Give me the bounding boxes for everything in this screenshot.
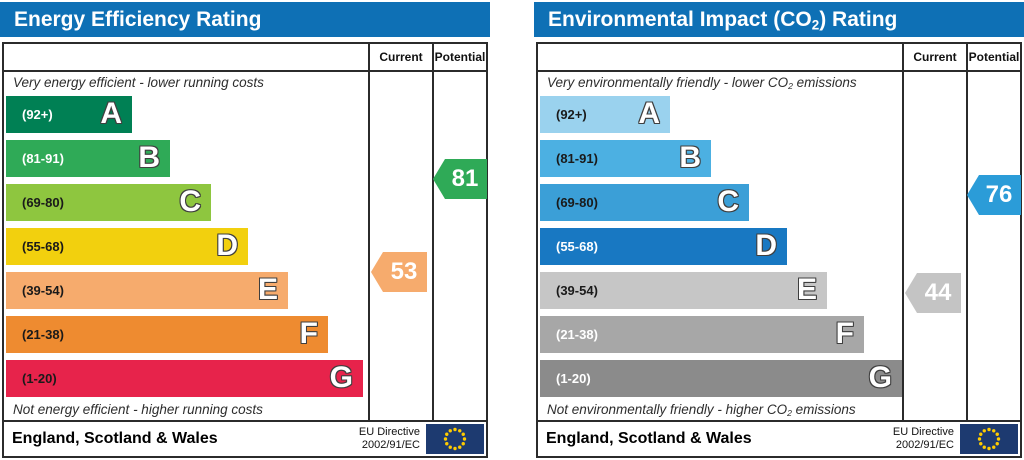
band-letter: E (257, 273, 278, 306)
band-range-label: (1-20) (556, 371, 591, 386)
band-letter: A (638, 97, 660, 130)
band-letter: C (179, 185, 201, 218)
eu-directive-line2: 2002/91/EC (361, 439, 420, 451)
band-row-e: (39-54) E (540, 272, 827, 309)
potential-rating-value: 81 (451, 165, 479, 192)
band-row-g: (1-20) G (6, 360, 363, 397)
top-caption-text: Very environmentally friendly - lower CO (547, 75, 789, 90)
band-range-label: (39-54) (22, 283, 64, 298)
current-rating-value: 53 (390, 258, 418, 285)
potential-rating-arrow: 76 (967, 175, 1021, 215)
band-row-b: (81-91) B (6, 140, 170, 177)
top-caption-text: Very energy efficient - lower running co… (13, 75, 264, 90)
region-label: England, Scotland & Wales (12, 430, 218, 447)
eu-directive-line1: EU Directive (892, 426, 954, 438)
eu-directive-label: EU Directive 2002/91/EC (359, 426, 420, 452)
eu-directive-line2: 2002/91/EC (895, 439, 954, 451)
band-row-b: (81-91) B (540, 140, 711, 177)
potential-column-header: Potential (968, 50, 1020, 64)
band-letter: F (299, 317, 318, 350)
top-caption: Very environmentally friendly - lower CO… (538, 71, 857, 95)
rating-table: Current Potential Very environmentally f… (536, 42, 1022, 458)
bottom-caption: Not environmentally friendly - higher CO… (538, 399, 856, 420)
top-caption: Very energy efficient - lower running co… (4, 71, 264, 95)
potential-rating-arrow: 81 (433, 159, 487, 199)
band-row-e: (39-54) E (6, 272, 288, 309)
current-column-header: Current (913, 50, 957, 64)
band-letter: F (835, 317, 854, 350)
band-range-label: (39-54) (556, 283, 598, 298)
region-label: England, Scotland & Wales (546, 430, 752, 447)
eu-directive-line1: EU Directive (358, 426, 420, 438)
band-range-label: (81-91) (556, 151, 598, 166)
energy-efficiency-panel: Energy Efficiency Rating Current Potenti… (0, 0, 490, 460)
eu-flag-icon (426, 424, 484, 454)
band-range-label: (21-38) (556, 327, 598, 342)
band-row-g: (1-20) G (540, 360, 902, 397)
band-range-label: (92+) (556, 107, 587, 122)
current-rating-arrow: 53 (371, 252, 427, 292)
eu-flag-icon (960, 424, 1018, 454)
band-letter: B (679, 141, 701, 174)
current-rating-arrow: 44 (905, 273, 961, 313)
band-range-label: (92+) (22, 107, 53, 122)
potential-column-divider (966, 44, 968, 422)
band-letter: E (796, 273, 817, 306)
panel-title-text: Energy Efficiency Rating (14, 8, 262, 31)
band-range-label: (55-68) (22, 239, 64, 254)
band-letter: G (868, 361, 892, 394)
current-rating-value: 44 (924, 279, 952, 306)
band-letter: A (100, 97, 122, 130)
top-caption-subscript: 2 (788, 81, 793, 92)
top-caption-text-end: emissions (792, 75, 857, 90)
current-column-header: Current (379, 50, 423, 64)
band-row-d: (55-68) D (6, 228, 248, 265)
panel-title-text-end: ) Rating (819, 8, 898, 31)
bottom-caption-text: Not energy efficient - higher running co… (13, 402, 263, 417)
panel-title: Environmental Impact (CO2) Rating (534, 2, 1024, 37)
panel-title-text: Environmental Impact (CO (548, 8, 812, 31)
eu-directive-label: EU Directive 2002/91/EC (893, 426, 954, 452)
bottom-caption: Not energy efficient - higher running co… (4, 399, 263, 420)
table-footer: England, Scotland & Wales EU Directive 2… (4, 420, 486, 456)
band-row-c: (69-80) C (6, 184, 211, 221)
band-letter: B (138, 141, 160, 174)
band-letter: D (755, 229, 777, 262)
potential-rating-value: 76 (985, 181, 1013, 208)
band-letter: C (717, 185, 739, 218)
band-letter: G (329, 361, 353, 394)
band-range-label: (69-80) (556, 195, 598, 210)
potential-column-header: Potential (434, 50, 486, 64)
band-row-f: (21-38) F (6, 316, 328, 353)
band-range-label: (81-91) (22, 151, 64, 166)
band-range-label: (55-68) (556, 239, 598, 254)
band-row-a: (92+) A (540, 96, 670, 133)
band-row-d: (55-68) D (540, 228, 787, 265)
table-footer: England, Scotland & Wales EU Directive 2… (538, 420, 1020, 456)
bottom-caption-subscript: 2 (787, 408, 792, 419)
band-row-a: (92+) A (6, 96, 132, 133)
band-range-label: (69-80) (22, 195, 64, 210)
band-row-f: (21-38) F (540, 316, 864, 353)
band-letter: D (216, 229, 238, 262)
rating-table: Current Potential Very energy efficient … (2, 42, 488, 458)
band-row-c: (69-80) C (540, 184, 749, 221)
current-column-divider (902, 44, 904, 422)
panel-title: Energy Efficiency Rating (0, 2, 490, 37)
bottom-caption-text-end: emissions (791, 402, 856, 417)
band-range-label: (1-20) (22, 371, 57, 386)
table-header-row: Current Potential (538, 44, 1020, 72)
table-header-row: Current Potential (4, 44, 486, 72)
current-column-divider (368, 44, 370, 422)
panel-title-subscript: 2 (811, 17, 820, 33)
band-range-label: (21-38) (22, 327, 64, 342)
potential-column-divider (432, 44, 434, 422)
bottom-caption-text: Not environmentally friendly - higher CO (547, 402, 788, 417)
environmental-impact-panel: Environmental Impact (CO2) Rating Curren… (534, 0, 1024, 460)
